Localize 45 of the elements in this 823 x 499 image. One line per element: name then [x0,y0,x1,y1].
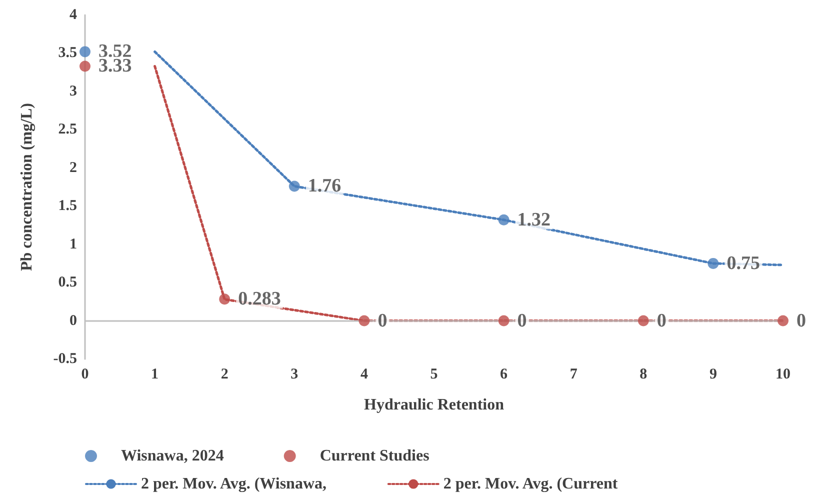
data-label: 0.75 [726,252,760,274]
point [778,315,788,326]
y-tick-label: 1 [70,236,77,252]
point [498,214,510,226]
point [358,315,370,326]
y-tick-label: 2 [70,160,77,176]
x-tick-label: 5 [430,366,438,382]
data-label: 0 [517,310,527,332]
y-tick-label: 2.5 [58,122,77,138]
y-tick-label: 3 [70,83,77,100]
legend-label: Current Studies [320,448,430,464]
legend-label: 2 per. Mov. Avg. (Wisnawa, [141,476,326,492]
point [288,180,300,192]
x-tick-label: 3 [290,366,298,382]
x-tick-label: 10 [776,366,790,382]
x-tick-label: 0 [81,366,89,382]
x-tick-label: 9 [709,366,717,382]
x-tick-label: 6 [500,366,508,382]
x-tick-label: 8 [640,366,648,382]
legend-label: Wisnawa, 2024 [121,448,224,464]
x-tick-label: 2 [220,366,228,382]
x-tick-label: 1 [151,366,159,382]
point [80,60,90,72]
legend-label: 2 per. Mov. Avg. (Current [443,476,618,492]
point [638,315,649,326]
data-label: 1.76 [308,176,342,197]
x-axis-title: Hydraulic Retention [364,396,504,414]
data-label: 1.32 [517,209,551,230]
point [708,258,719,269]
y-tick-label: 0.5 [58,274,77,291]
y-axis-title: Pb concentration (mg/L) [18,103,36,271]
point [219,294,230,305]
x-tick-label: 7 [570,366,578,382]
y-tick-label: 0 [70,312,77,329]
point [498,315,510,326]
data-label: 0 [656,310,666,332]
y-tick-label: 4 [70,7,78,23]
y-tick-label: 1.5 [58,198,77,214]
y-tick-label: 3.5 [58,45,77,62]
data-label: 0 [378,310,388,332]
data-label: 0.283 [238,288,281,310]
point [80,46,90,58]
data-label: 0 [796,310,806,332]
x-tick-label: 4 [360,366,368,382]
y-tick-label: -0.5 [53,351,77,367]
